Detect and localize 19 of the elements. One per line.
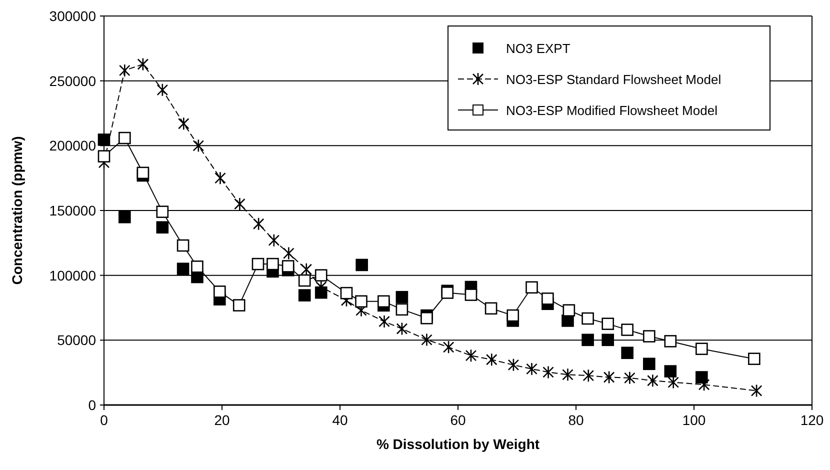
- x-tick-label: 120: [800, 412, 824, 428]
- x-tick-label: 60: [450, 412, 466, 428]
- y-tick-label: 50000: [57, 332, 96, 348]
- legend-label: NO3 EXPT: [506, 41, 570, 56]
- y-tick-label: 250000: [49, 72, 96, 89]
- y-tick-label: 300000: [49, 8, 96, 24]
- x-tick-label: 100: [682, 412, 706, 428]
- y-tick-label: 100000: [49, 267, 96, 284]
- x-tick-label: 40: [332, 412, 348, 428]
- x-tick-label: 80: [568, 412, 584, 428]
- x-axis-title: % Dissolution by Weight: [376, 436, 540, 452]
- y-tick-label: 150000: [49, 202, 96, 218]
- x-tick-label: 0: [100, 412, 108, 428]
- y-axis-title: Concentration (ppmw): [9, 136, 25, 285]
- x-tick-label: 20: [214, 412, 230, 428]
- legend-label: NO3-ESP Modified Flowsheet Model: [506, 103, 718, 118]
- y-tick-label: 0: [88, 397, 96, 413]
- y-tick-label: 200000: [49, 138, 96, 154]
- legend-label: NO3-ESP Standard Flowsheet Model: [506, 72, 722, 87]
